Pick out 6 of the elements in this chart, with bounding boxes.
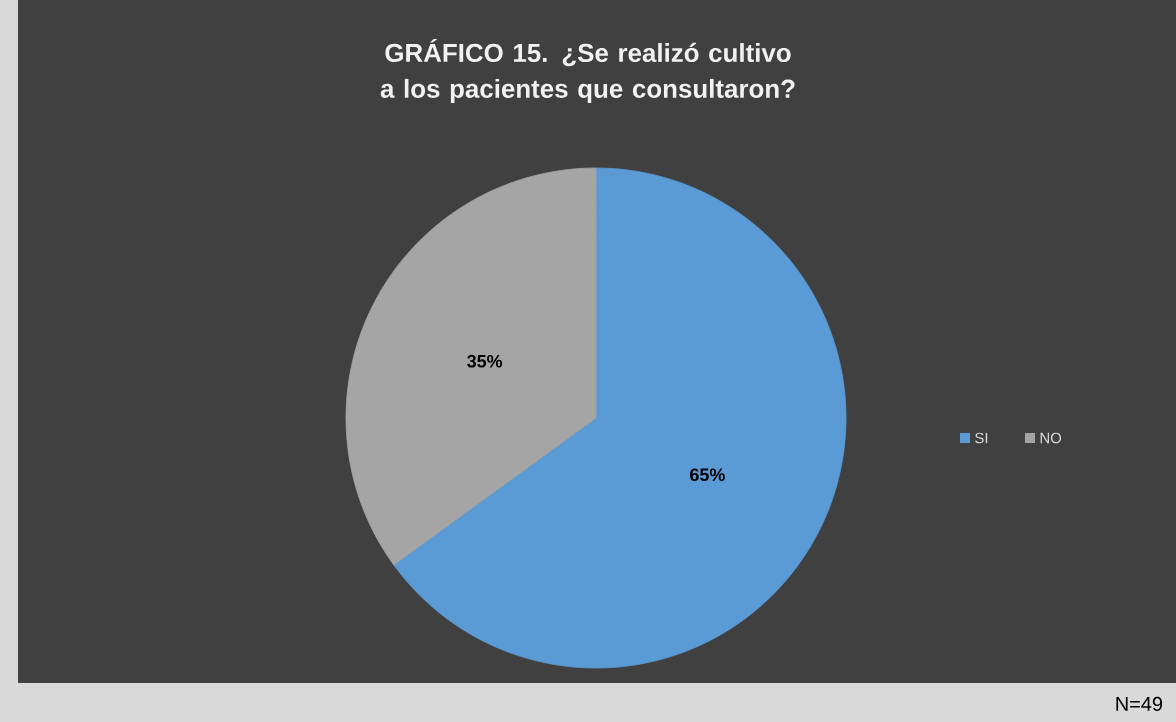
data-label: 35%	[467, 354, 503, 368]
data-label: 65%	[690, 468, 725, 482]
legend-label: NO	[1040, 432, 1062, 444]
text: N=49	[1116, 696, 1163, 711]
legend-label: SI	[975, 432, 988, 444]
chart-title: GRÁFICO 15. ¿Se realizó cultivo a los pacientes que consultaron?	[380, 38, 795, 104]
